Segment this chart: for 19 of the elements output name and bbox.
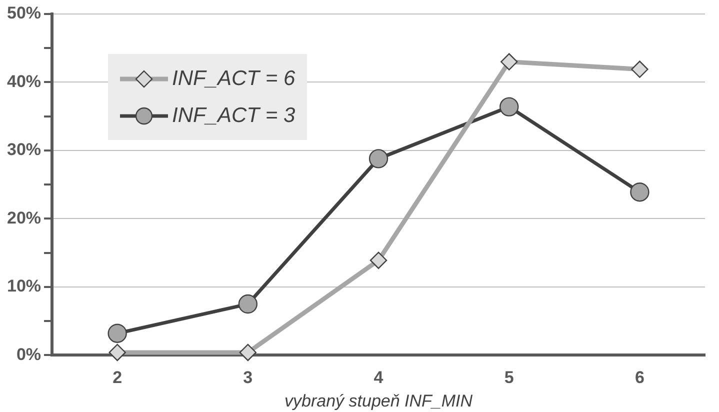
- x-tick-label: 3: [243, 368, 253, 388]
- y-tick-label: 20%: [6, 208, 42, 228]
- y-tick-label: 30%: [6, 140, 42, 160]
- x-tick-label: 6: [634, 368, 644, 388]
- legend-label: INF_ACT = 3: [172, 104, 296, 128]
- x-tick-label: 5: [504, 368, 514, 388]
- x-tick-label: 2: [112, 368, 122, 388]
- point: [108, 324, 127, 343]
- x-axis-title: vybraný stupeň INF_MIN: [284, 392, 474, 411]
- y-tick-label: 40%: [6, 72, 42, 91]
- x-tick-label: 4: [374, 368, 384, 388]
- point: [500, 97, 519, 116]
- point: [368, 149, 388, 168]
- y-tick-label: 10%: [6, 276, 42, 296]
- legend-label: INF_ACT = 6: [172, 66, 296, 90]
- y-tick-label: 0%: [16, 344, 42, 364]
- y-tick-label: 50%: [6, 4, 42, 23]
- point: [630, 182, 650, 202]
- point: [238, 294, 258, 314]
